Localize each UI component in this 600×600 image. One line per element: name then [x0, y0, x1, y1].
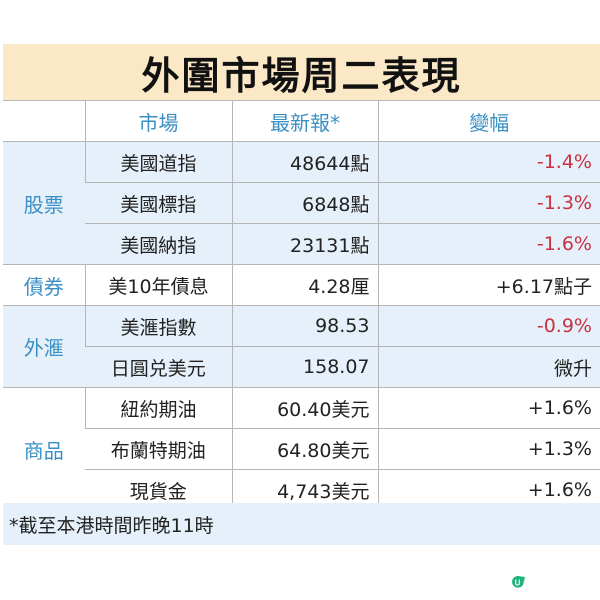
market-name: 美10年債息 — [84, 264, 232, 306]
change-value: -0.9% — [377, 305, 600, 347]
latest-value: 98.53 — [231, 305, 378, 347]
change-value: +1.6% — [377, 387, 600, 429]
change-value: +1.3% — [377, 428, 600, 470]
market-name: 美國道指 — [84, 141, 232, 183]
latest-value: 23131點 — [231, 223, 378, 265]
table-row: 債券 美10年債息 4.28厘 +6.17點子 — [3, 264, 600, 306]
change-value: -1.6% — [377, 223, 600, 265]
table-row: 外滙 美滙指數 98.53 -0.9% — [3, 305, 600, 388]
market-name: 紐約期油 — [84, 387, 232, 429]
u-logo-icon: U — [512, 576, 525, 588]
latest-value: 48644點 — [231, 141, 378, 183]
header-row: 市場 最新報* 變幅 — [3, 101, 600, 142]
market-table: 市場 最新報* 變幅 股票 美國道指 48644點 -1.4% 美國標指 684… — [3, 101, 600, 511]
market-name: 美滙指數 — [84, 305, 232, 347]
svg-text:U: U — [515, 579, 521, 588]
table-row: 股票 美國道指 48644點 -1.4% — [3, 141, 600, 265]
market-name: 美國納指 — [85, 223, 232, 265]
category-commodities: 商品 — [3, 387, 85, 511]
latest-value: 158.07 — [231, 346, 378, 388]
latest-value: 4.28厘 — [231, 264, 378, 306]
table-row: 日圓兑美元 158.07 微升 — [3, 346, 600, 388]
change-value: -1.3% — [377, 182, 600, 224]
header-latest: 最新報* — [231, 101, 378, 142]
change-value: 微升 — [377, 346, 600, 388]
header-change: 變幅 — [377, 101, 600, 142]
page-title: 外圍市場周二表現 — [141, 52, 462, 98]
latest-value: 64.80美元 — [231, 428, 378, 470]
title-band: 外圍市場周二表現 — [3, 44, 600, 101]
category-fx: 外滙 — [3, 305, 85, 388]
footnote: *截至本港時間昨晚11時 — [9, 514, 214, 537]
header-market: 市場 — [84, 101, 232, 142]
change-value: +6.17點子 — [377, 264, 600, 306]
market-name: 布蘭特期油 — [85, 428, 232, 470]
footnote-band: *截至本港時間昨晚11時 — [3, 503, 600, 545]
header-category — [3, 101, 85, 142]
table-row: 美國納指 23131點 -1.6% — [3, 223, 600, 265]
market-name: 美國標指 — [85, 182, 232, 224]
change-value: -1.4% — [377, 141, 600, 183]
table-row: 布蘭特期油 64.80美元 +1.3% — [3, 428, 600, 470]
market-name: 日圓兑美元 — [85, 346, 232, 388]
category-stocks: 股票 — [3, 141, 85, 265]
category-bonds: 債券 — [3, 264, 85, 306]
latest-value: 6848點 — [231, 182, 378, 224]
table-row: 商品 紐約期油 60.40美元 +1.6% — [3, 387, 600, 511]
table-row: 美國標指 6848點 -1.3% — [3, 182, 600, 224]
latest-value: 60.40美元 — [231, 387, 378, 429]
